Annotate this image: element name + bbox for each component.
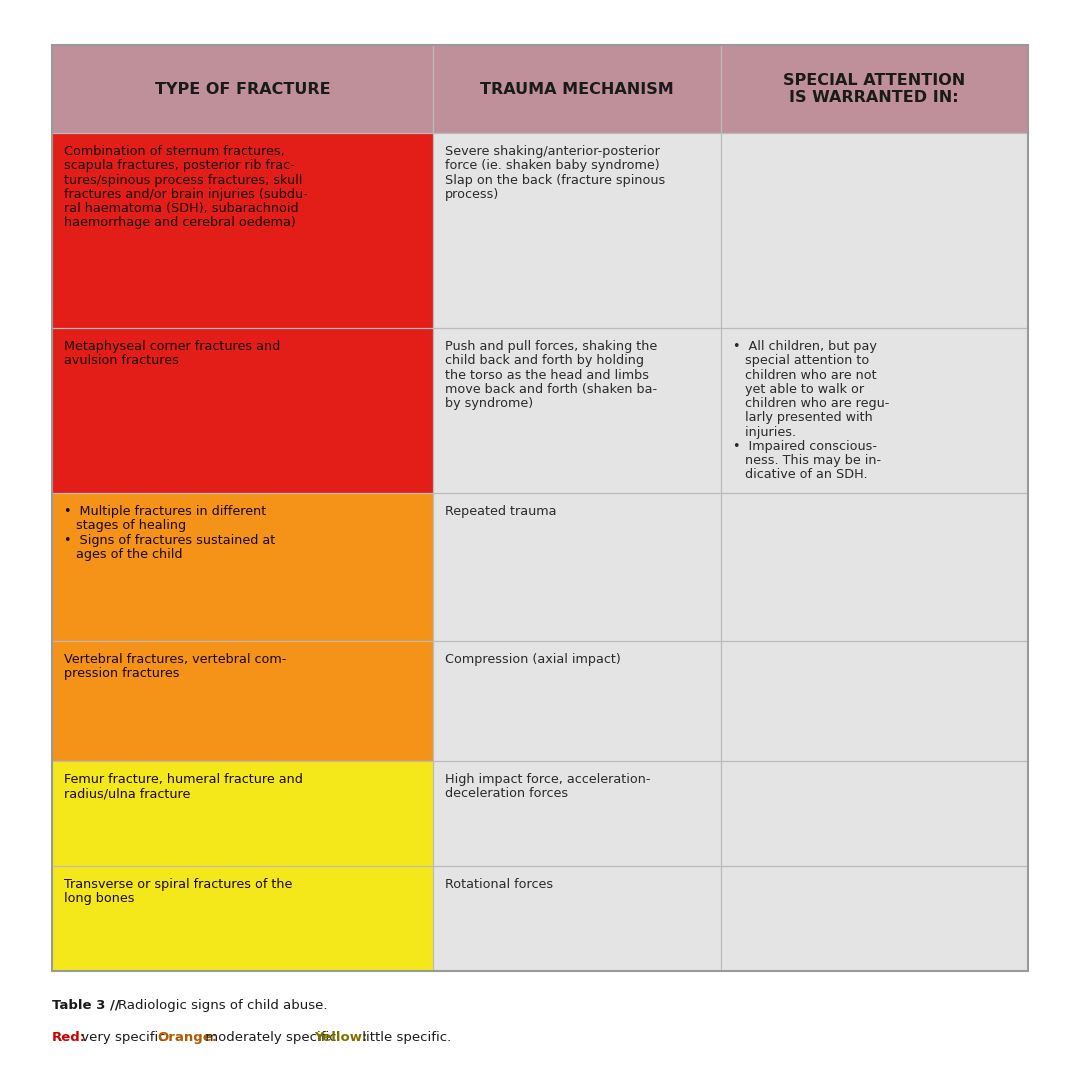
Text: deceleration forces: deceleration forces bbox=[445, 787, 568, 800]
Text: Table 3 //: Table 3 // bbox=[52, 999, 124, 1012]
Bar bbox=[720, 866, 1028, 971]
Text: Red:: Red: bbox=[52, 1031, 86, 1044]
Bar bbox=[52, 492, 433, 642]
Text: Rotational forces: Rotational forces bbox=[445, 878, 553, 891]
Bar bbox=[52, 328, 433, 492]
Text: ages of the child: ages of the child bbox=[64, 548, 183, 561]
Text: children who are not: children who are not bbox=[732, 368, 876, 381]
Bar bbox=[52, 133, 433, 328]
Text: •  Multiple fractures in different: • Multiple fractures in different bbox=[64, 505, 267, 518]
Text: haemorrhage and cerebral oedema): haemorrhage and cerebral oedema) bbox=[64, 216, 296, 229]
Text: pression fractures: pression fractures bbox=[64, 667, 179, 680]
Text: Orange:: Orange: bbox=[158, 1031, 218, 1044]
Bar bbox=[433, 492, 720, 642]
Text: Compression (axial impact): Compression (axial impact) bbox=[445, 653, 620, 666]
Text: scapula fractures, posterior rib frac-: scapula fractures, posterior rib frac- bbox=[64, 159, 295, 172]
Text: SPECIAL ATTENTION
IS WARRANTED IN:: SPECIAL ATTENTION IS WARRANTED IN: bbox=[783, 72, 966, 105]
Text: process): process) bbox=[445, 188, 499, 201]
Text: •  Signs of fractures sustained at: • Signs of fractures sustained at bbox=[64, 534, 275, 546]
Text: yet able to walk or: yet able to walk or bbox=[732, 382, 864, 395]
Bar bbox=[720, 133, 1028, 328]
Bar bbox=[433, 642, 720, 761]
Bar bbox=[720, 328, 1028, 492]
Text: Transverse or spiral fractures of the: Transverse or spiral fractures of the bbox=[64, 878, 293, 891]
Text: TYPE OF FRACTURE: TYPE OF FRACTURE bbox=[154, 81, 330, 96]
Text: special attention to: special attention to bbox=[732, 354, 868, 367]
Bar bbox=[52, 45, 433, 133]
Bar bbox=[52, 45, 1028, 971]
Text: dicative of an SDH.: dicative of an SDH. bbox=[732, 469, 867, 482]
Text: avulsion fractures: avulsion fractures bbox=[64, 354, 179, 367]
Text: children who are regu-: children who are regu- bbox=[732, 397, 889, 410]
Text: Repeated trauma: Repeated trauma bbox=[445, 505, 556, 518]
Bar bbox=[433, 328, 720, 492]
Text: Combination of sternum fractures,: Combination of sternum fractures, bbox=[64, 145, 285, 158]
Text: radius/ulna fracture: radius/ulna fracture bbox=[64, 787, 190, 800]
Text: High impact force, acceleration-: High impact force, acceleration- bbox=[445, 773, 650, 786]
Bar bbox=[720, 45, 1028, 133]
Bar bbox=[433, 133, 720, 328]
Text: moderately specific: moderately specific bbox=[201, 1031, 341, 1044]
Text: Yellow:: Yellow: bbox=[314, 1031, 368, 1044]
Bar bbox=[52, 642, 433, 761]
Text: •  All children, but pay: • All children, but pay bbox=[732, 340, 877, 353]
Text: Push and pull forces, shaking the: Push and pull forces, shaking the bbox=[445, 340, 657, 353]
Text: Metaphyseal corner fractures and: Metaphyseal corner fractures and bbox=[64, 340, 280, 353]
Text: injuries.: injuries. bbox=[732, 426, 796, 438]
Bar bbox=[433, 866, 720, 971]
Bar bbox=[52, 866, 433, 971]
Bar bbox=[433, 45, 720, 133]
Text: stages of healing: stages of healing bbox=[64, 519, 186, 532]
Text: Severe shaking/anterior-posterior: Severe shaking/anterior-posterior bbox=[445, 145, 660, 158]
Text: TRAUMA MECHANISM: TRAUMA MECHANISM bbox=[480, 81, 674, 96]
Bar bbox=[433, 761, 720, 866]
Bar bbox=[52, 761, 433, 866]
Text: force (ie. shaken baby syndrome): force (ie. shaken baby syndrome) bbox=[445, 159, 659, 172]
Text: child back and forth by holding: child back and forth by holding bbox=[445, 354, 644, 367]
Text: very specific: very specific bbox=[77, 1031, 170, 1044]
Text: Slap on the back (fracture spinous: Slap on the back (fracture spinous bbox=[445, 174, 665, 187]
Text: long bones: long bones bbox=[64, 892, 135, 905]
Text: Femur fracture, humeral fracture and: Femur fracture, humeral fracture and bbox=[64, 773, 302, 786]
Text: ness. This may be in-: ness. This may be in- bbox=[732, 454, 880, 467]
Text: fractures and/or brain injuries (subdu-: fractures and/or brain injuries (subdu- bbox=[64, 188, 308, 201]
Text: the torso as the head and limbs: the torso as the head and limbs bbox=[445, 368, 649, 381]
Text: tures/spinous process fractures, skull: tures/spinous process fractures, skull bbox=[64, 174, 302, 187]
Text: little specific.: little specific. bbox=[357, 1031, 451, 1044]
Text: larly presented with: larly presented with bbox=[732, 411, 873, 424]
Text: by syndrome): by syndrome) bbox=[445, 397, 532, 410]
Text: move back and forth (shaken ba-: move back and forth (shaken ba- bbox=[445, 382, 657, 395]
Bar bbox=[720, 642, 1028, 761]
Text: Vertebral fractures, vertebral com-: Vertebral fractures, vertebral com- bbox=[64, 653, 286, 666]
Bar bbox=[720, 492, 1028, 642]
Text: ral haematoma (SDH), subarachnoid: ral haematoma (SDH), subarachnoid bbox=[64, 202, 299, 215]
Text: •  Impaired conscious-: • Impaired conscious- bbox=[732, 440, 877, 453]
Bar bbox=[720, 761, 1028, 866]
Text: Radiologic signs of child abuse.: Radiologic signs of child abuse. bbox=[118, 999, 327, 1012]
